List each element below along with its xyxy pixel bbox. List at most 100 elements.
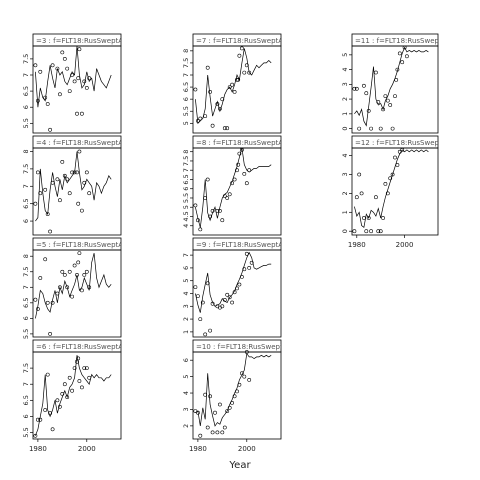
y-tick-label: 8: [22, 149, 30, 153]
x-tick-label: 2000: [396, 241, 414, 249]
data-point: [230, 181, 235, 186]
data-point: [242, 171, 247, 176]
data-point: [230, 82, 235, 87]
data-point: [80, 208, 84, 213]
data-point: [369, 126, 374, 131]
data-point: [43, 95, 48, 100]
data-point: [242, 70, 247, 75]
data-point: [33, 433, 38, 438]
data-point: [225, 292, 230, 297]
data-point: [76, 260, 81, 265]
data-point: [242, 374, 247, 379]
data-point: [220, 218, 225, 223]
data-point: [402, 45, 407, 50]
data-point: [235, 168, 239, 173]
data-point: [217, 208, 222, 213]
y-tick-label: 2: [182, 424, 190, 428]
data-point: [373, 195, 378, 200]
data-point: [225, 409, 230, 414]
data-point: [33, 201, 38, 206]
data-point: [244, 251, 249, 256]
data-point: [72, 170, 77, 175]
data-point: [62, 272, 67, 277]
x-axis-title: Year: [229, 460, 251, 471]
data-point: [75, 111, 79, 116]
data-point: [215, 102, 220, 106]
data-point: [65, 285, 70, 290]
data-point: [193, 203, 198, 208]
data-point: [232, 290, 237, 295]
data-point: [198, 116, 203, 121]
data-point: [208, 394, 213, 399]
y-tick-label: 6: [22, 414, 30, 418]
panel-frame: [192, 351, 282, 440]
y-tick-label: 3: [182, 304, 190, 308]
data-point: [50, 300, 55, 305]
data-point: [60, 269, 65, 274]
data-point: [87, 285, 92, 290]
data-point: [388, 103, 393, 107]
data-point: [364, 229, 369, 234]
data-point: [60, 159, 65, 164]
data-point: [352, 229, 357, 234]
data-point: [72, 366, 77, 371]
data-point: [210, 430, 215, 435]
data-point: [82, 79, 87, 84]
y-tick-label: 4.5: [182, 211, 190, 221]
data-point: [195, 294, 200, 299]
data-point: [232, 394, 237, 399]
data-point: [50, 63, 55, 68]
y-tick-label: 7: [182, 168, 190, 172]
data-point: [230, 300, 235, 305]
y-tick-label: 3: [341, 172, 349, 176]
panel-label: =11 : f=FLT18:RusSweptA: [355, 37, 447, 45]
data-point: [58, 404, 62, 409]
y-tick-label: 6: [182, 97, 190, 101]
data-point: [195, 119, 200, 123]
data-point: [198, 433, 203, 438]
data-point: [244, 63, 249, 68]
x-tick-label: 2000: [238, 445, 256, 453]
panel-frame: [32, 147, 122, 236]
y-tick-label: 5: [182, 279, 190, 283]
panel-label: =7 : f=FLT18:RusSweptA: [196, 37, 283, 45]
data-point: [55, 398, 60, 403]
y-tick-label: 5.5: [22, 329, 30, 339]
data-point: [404, 54, 409, 59]
y-tick-label: 7: [22, 285, 30, 289]
data-point: [239, 147, 244, 152]
y-tick-label: 6.5: [22, 298, 30, 308]
data-point: [210, 301, 215, 306]
data-point: [43, 257, 48, 262]
data-point: [390, 126, 395, 131]
y-tick-label: 1: [341, 210, 349, 214]
data-point: [77, 149, 82, 154]
data-point: [227, 295, 232, 300]
panel-label: =5 : f=FLT18:RusSweptA: [36, 241, 123, 249]
data-point: [397, 51, 402, 56]
data-point: [87, 76, 92, 81]
data-point: [70, 170, 75, 175]
data-point: [203, 114, 208, 119]
y-tick-label: 3: [182, 407, 190, 411]
data-point: [38, 191, 43, 196]
data-point: [217, 402, 222, 407]
data-point: [33, 297, 38, 302]
data-point: [205, 425, 210, 430]
data-point: [222, 297, 227, 302]
data-point: [203, 196, 208, 200]
y-tick-label: 6: [182, 358, 190, 362]
data-point: [82, 272, 87, 277]
data-point: [383, 94, 388, 99]
panel-3: =5 : f=FLT18:RusSweptA 5.5 6 6.5 7 7.5 8: [22, 237, 123, 339]
panel-2: =4 : f=FLT18:RusSweptA 6 6.5 7 7.5 8: [22, 135, 122, 236]
data-point: [45, 102, 50, 106]
y-tick-label: 7: [22, 73, 30, 77]
data-point: [84, 366, 89, 371]
x-tick-label: 1980: [29, 445, 47, 453]
data-point: [70, 294, 75, 299]
data-point: [77, 379, 82, 383]
fit-line: [195, 48, 272, 125]
data-point: [361, 83, 366, 88]
data-point: [77, 47, 82, 52]
